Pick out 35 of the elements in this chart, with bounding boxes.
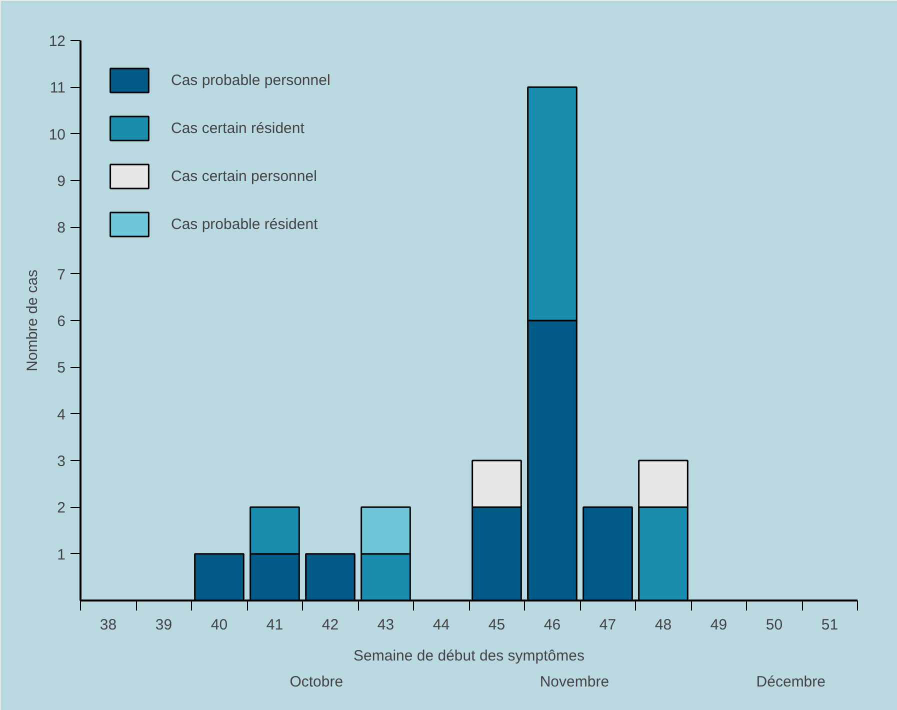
y-tick-label: 12 [48, 33, 66, 50]
y-tick-label: 11 [50, 80, 66, 97]
x-tick-label: 42 [322, 616, 339, 634]
legend-label: Cas certain résident [171, 120, 304, 136]
y-tick-label: 9 [57, 173, 66, 190]
text: Novembre [540, 674, 610, 690]
x-tick-label: 43 [377, 616, 394, 634]
y-tick-label: 6 [57, 313, 66, 330]
x-tick-label: 40 [210, 616, 228, 634]
y-tick-label: 4 [57, 406, 66, 424]
x-tick-label: 45 [488, 616, 506, 634]
x-tick-label: 46 [544, 616, 561, 634]
legend-label: Cas probable résident [171, 216, 318, 232]
y-tick-label: 8 [57, 220, 66, 237]
legend-label: Cas certain personnel [171, 168, 317, 184]
text: Décembre [756, 674, 826, 690]
x-tick-label: 38 [100, 616, 117, 634]
y-tick-label: 5 [57, 360, 66, 377]
y-tick-label: 1 [57, 546, 66, 564]
x-tick-label: 41 [266, 616, 284, 634]
x-tick-label: 39 [155, 616, 172, 634]
x-tick-label: 49 [710, 616, 728, 634]
x-tick-label: 50 [766, 616, 783, 634]
y-axis-title: Nombre de cas [24, 270, 41, 372]
x-axis-title: Semaine de début des symptômes [354, 648, 584, 664]
x-tick-label: 51 [821, 616, 838, 634]
y-tick-label: 3 [57, 453, 66, 470]
y-tick-label: 10 [48, 126, 66, 144]
legend-label: Cas probable personnel [171, 72, 330, 88]
y-tick-label: 2 [57, 500, 66, 517]
text: Octobre [290, 674, 344, 690]
y-tick-label: 7 [57, 266, 66, 284]
x-tick-label: 44 [432, 616, 450, 634]
x-tick-label: 47 [599, 616, 616, 634]
x-tick-label: 48 [654, 616, 672, 634]
